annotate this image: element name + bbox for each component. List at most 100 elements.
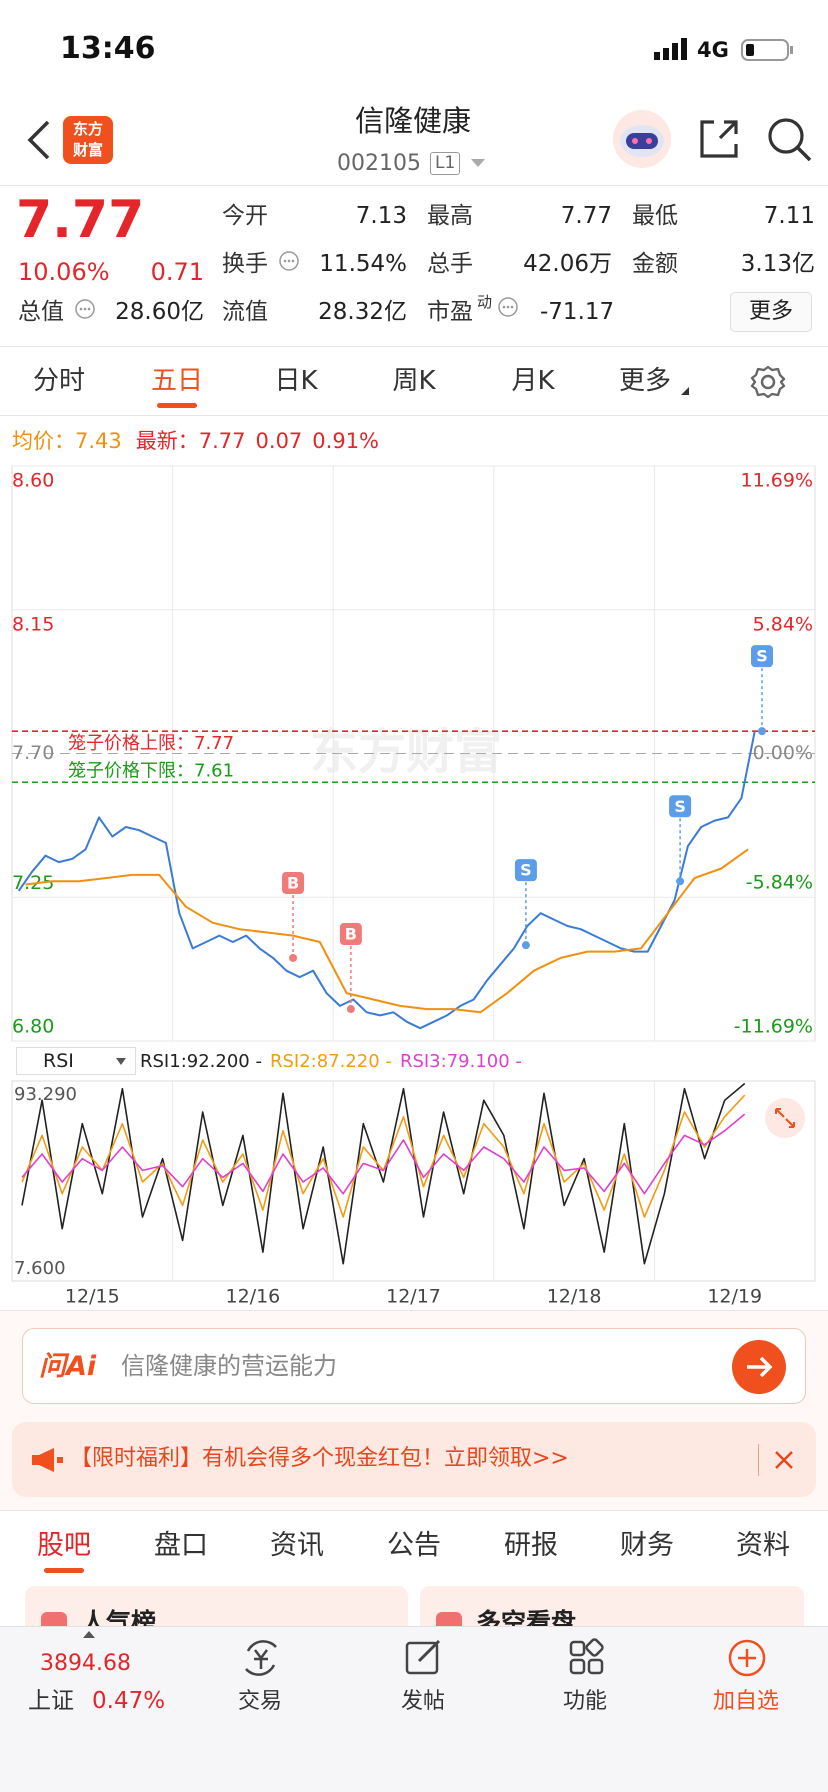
- indicator-select[interactable]: RSI: [16, 1047, 136, 1075]
- field-value: 11.54%: [319, 251, 407, 277]
- search-button[interactable]: [764, 114, 814, 164]
- divider: [0, 1510, 828, 1511]
- limit-value: 7.77: [194, 733, 234, 754]
- ai-logo: 问Ai: [39, 1351, 97, 1382]
- date-label: 12/16: [226, 1286, 281, 1308]
- dropdown-arrow: [681, 387, 689, 395]
- sub-tab[interactable]: 资讯: [270, 1530, 324, 1561]
- date-label: 12/18: [547, 1286, 602, 1308]
- nav-label[interactable]: 交易: [237, 1689, 283, 1714]
- share-button[interactable]: [696, 116, 742, 162]
- settings-button[interactable]: [750, 364, 786, 400]
- trade-badge: [339, 923, 362, 946]
- logo-line: 东方: [72, 120, 103, 138]
- period-tab[interactable]: 更多: [618, 366, 672, 396]
- field-label: 换手: [222, 251, 268, 277]
- ai-prompt: 信隆健康的营运能力: [121, 1352, 337, 1380]
- sub-tab[interactable]: 财务: [620, 1530, 674, 1561]
- bottom-nav: 3894.68 上证 0.47% 交易 发帖 功能 加自选: [0, 1626, 828, 1792]
- promo-banner[interactable]: 【限时福利】有机会得多个现金红包！立即领取>>: [12, 1422, 816, 1497]
- close-button[interactable]: [774, 1450, 794, 1470]
- y-tick-label: 7.600: [14, 1258, 66, 1279]
- add-watch-icon[interactable]: [726, 1637, 768, 1679]
- rsi-chart-frame: [11, 1080, 816, 1282]
- date-label: 12/17: [386, 1286, 441, 1308]
- ai-search-box[interactable]: 问Ai 信隆健康的营运能力: [22, 1328, 806, 1404]
- sub-tab[interactable]: 盘口: [154, 1530, 208, 1561]
- trade-point: [346, 1005, 355, 1014]
- megaphone-icon: [32, 1448, 63, 1472]
- limit-label: 笼子价格上限：7.77: [68, 733, 234, 754]
- tab-underline: [157, 403, 197, 408]
- change: 0.71: [150, 258, 204, 286]
- trade-point: [676, 877, 685, 886]
- date-label: 12/19: [707, 1286, 762, 1308]
- info-icon[interactable]: [497, 296, 519, 318]
- stock-code: 002105: [337, 151, 421, 176]
- field-label: 最低: [632, 203, 678, 229]
- period-tab[interactable]: 周K: [392, 366, 436, 396]
- nav-label[interactable]: 发帖: [400, 1689, 446, 1714]
- last-price: 7.77: [16, 190, 145, 250]
- level-badge: L1: [430, 152, 461, 175]
- dropdown-arrow[interactable]: [470, 158, 486, 168]
- legend-entry: RSI3:79.100 -: [400, 1051, 522, 1072]
- trade-label: B: [287, 873, 299, 892]
- back-button[interactable]: [24, 118, 54, 162]
- period-tab[interactable]: 月K: [511, 366, 555, 396]
- field-label: 最高: [427, 203, 473, 229]
- trade-label: S: [520, 861, 532, 880]
- period-tab[interactable]: 日K: [274, 366, 318, 396]
- more-button[interactable]: 更多: [730, 292, 812, 332]
- trade-icon[interactable]: [240, 1637, 282, 1679]
- index-name: 上证: [28, 1688, 74, 1714]
- sub-tab[interactable]: 资料: [736, 1530, 790, 1561]
- sub-tab[interactable]: 研报: [504, 1530, 558, 1561]
- period-tab-active[interactable]: 五日: [150, 366, 204, 396]
- field-label: 流值: [222, 299, 268, 325]
- robot-icon[interactable]: [610, 108, 674, 170]
- post-icon[interactable]: [403, 1637, 445, 1679]
- sub-tab[interactable]: 公告: [387, 1530, 441, 1561]
- function-icon[interactable]: [566, 1637, 608, 1679]
- y2-tick-label: 11.69%: [741, 470, 813, 492]
- series-line: [21, 1113, 746, 1195]
- index-value[interactable]: 3894.68: [40, 1651, 131, 1676]
- info-icon[interactable]: [74, 298, 96, 320]
- chart-area: 东方财富 12/15 12/16 12/17 12/18 12/19 8.60 8.15 7.…: [11, 465, 816, 1308]
- series-line: [21, 1082, 746, 1265]
- ai-submit[interactable]: [731, 1339, 787, 1395]
- field-label: 总值: [18, 299, 64, 325]
- field-superscript: 动: [477, 293, 493, 311]
- trade-point: [289, 953, 298, 962]
- y-tick-label: 6.80: [12, 1016, 54, 1038]
- y-tick-label: 8.15: [12, 613, 54, 635]
- period-tab[interactable]: 分时: [32, 366, 86, 396]
- nav-label[interactable]: 功能: [562, 1689, 608, 1714]
- y2-tick-label: -11.69%: [734, 1016, 813, 1038]
- promo-text: 【限时福利】有机会得多个现金红包！立即领取>>: [70, 1446, 569, 1471]
- field-value: 3.13亿: [740, 251, 815, 277]
- trade-label: S: [756, 647, 768, 666]
- indicator-name: RSI: [43, 1050, 74, 1072]
- sub-tab-active[interactable]: 股吧: [37, 1530, 91, 1561]
- trade-label: S: [674, 797, 686, 816]
- y2-tick-label: 0.00%: [753, 742, 813, 764]
- dropdown-arrow: [116, 1058, 126, 1065]
- info-icon[interactable]: [278, 250, 300, 272]
- y-tick-label: 7.70: [12, 742, 54, 764]
- status-network: 4G: [697, 38, 729, 62]
- field-value: 7.13: [355, 203, 407, 229]
- field-value: -71.17: [540, 299, 615, 325]
- y-tick-label: 8.60: [12, 470, 54, 492]
- status-time: 13:46: [60, 31, 156, 66]
- expand-button[interactable]: [765, 1098, 805, 1138]
- nav-label[interactable]: 加自选: [712, 1689, 780, 1714]
- trade-badge: [514, 859, 537, 882]
- latest-change: 0.07: [255, 429, 303, 453]
- field-label: 今开: [222, 203, 268, 229]
- up-arrow: [83, 1631, 95, 1638]
- series-line: [17, 730, 756, 1030]
- trade-badge: [669, 795, 692, 818]
